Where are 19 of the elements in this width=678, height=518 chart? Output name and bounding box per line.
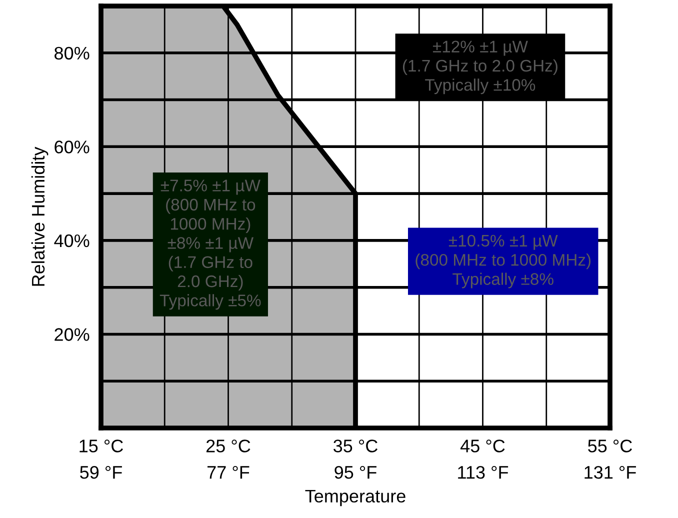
x2-tick-label: 131 °F [584,466,636,479]
y-tick-label: 80% [54,46,90,60]
x-tick-label: 35 °C [334,440,378,452]
x-axis-title: Temperature [305,490,406,506]
x-tick-label: 25 °C [206,440,250,452]
x2-tick-label: 77 °F [208,466,250,479]
y-tick-label: 60% [54,140,90,154]
annotation: ±7.5% ±1 µW (800 MHz to 1000 MHz) ±8% ±1 µW (1.7 GHz to 2.0 GHz) Typically ±5% [160,180,261,310]
x2-tick-label: 59 °F [80,466,122,479]
x-tick-label: 45 °C [460,440,505,452]
x2-tick-label: 113 °F [458,466,508,479]
annotation: ±12% ±1 µW (1.7 GHz to 2.0 GHz) Typically ±10% [402,40,558,94]
y-axis-title: Relative Humidity [31,146,48,286]
annotation: ±10.5% ±1 µW (800 MHz to 1000 MHz) Typically ±8% [416,234,591,288]
y-tick-label: 20% [54,328,90,341]
x2-tick-label: 95 °F [334,466,376,479]
y-tick-label: 40% [54,234,90,248]
x-tick-label: 55 °C [588,440,632,452]
x-tick-label: 15 °C [80,440,123,452]
